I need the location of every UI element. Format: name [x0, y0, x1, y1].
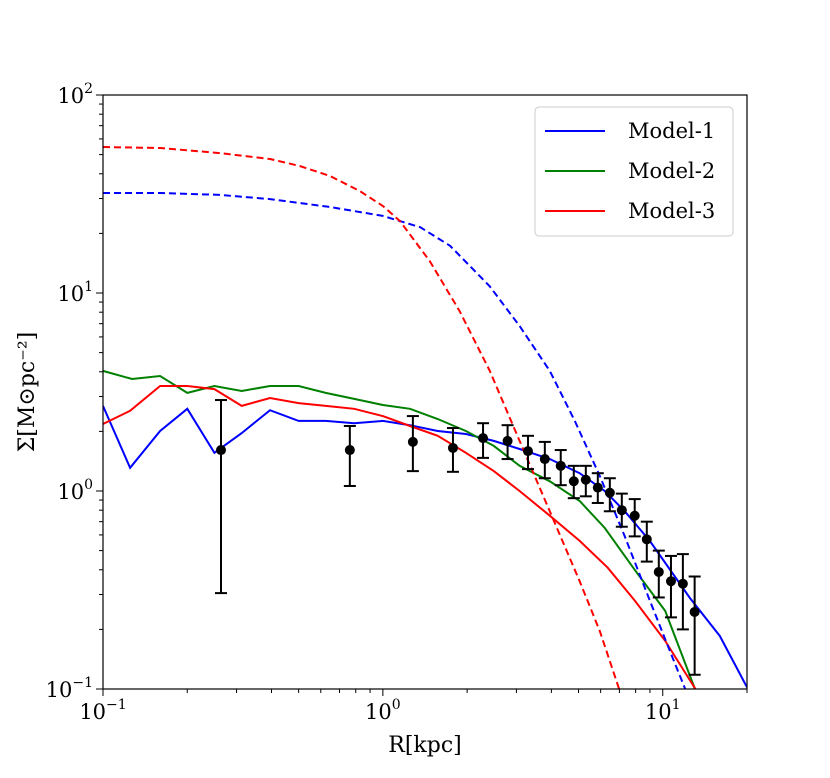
data-point	[567, 464, 580, 500]
data-marker	[539, 454, 550, 465]
data-marker	[592, 482, 603, 493]
axis-ticks	[96, 94, 748, 696]
data-point	[652, 549, 665, 599]
data-point	[538, 440, 551, 480]
x-axis-label: R[kpc]	[388, 733, 461, 758]
data-point	[628, 498, 641, 538]
data-marker	[580, 474, 591, 485]
data-point	[664, 554, 677, 619]
legend: Model-1 Model-2 Model-3	[534, 106, 734, 237]
data-marker	[665, 576, 676, 587]
data-marker	[677, 578, 688, 589]
data-marker	[215, 445, 226, 456]
data-point	[477, 422, 490, 459]
data-marker	[689, 606, 700, 617]
data-point	[676, 553, 689, 631]
data-point	[603, 477, 616, 513]
data-point	[521, 434, 534, 471]
x-tick-label: 10−1	[79, 697, 126, 724]
x-tick-label: 100	[365, 697, 401, 724]
model-3-line	[103, 385, 697, 689]
data-marker	[629, 510, 640, 521]
legend-box	[534, 106, 734, 237]
data-marker	[447, 442, 458, 453]
data-point	[343, 424, 356, 487]
data-marker	[502, 435, 513, 446]
y-tick-labels: 10−1 100 101 102	[46, 81, 93, 702]
data-point	[501, 424, 514, 461]
legend-label: Model-3	[628, 199, 715, 223]
data-point	[579, 464, 592, 498]
data-marker	[522, 446, 533, 457]
y-tick-label: 102	[57, 81, 93, 108]
plot-frame	[102, 94, 748, 690]
plot-area	[103, 146, 747, 689]
data-marker	[568, 476, 579, 487]
data-marker	[653, 566, 664, 577]
data-point	[214, 399, 227, 595]
series-4-dashed-line	[103, 192, 687, 689]
data-marker	[555, 460, 566, 471]
data-point	[446, 427, 459, 473]
data-point	[591, 472, 604, 504]
y-tick-label: 101	[57, 279, 93, 306]
series-5-dashed-line	[103, 146, 621, 689]
data-marker	[407, 436, 418, 447]
model-2-line	[103, 369, 697, 689]
observed-data	[214, 399, 701, 676]
data-marker	[604, 487, 615, 498]
data-point	[688, 575, 701, 676]
legend-label: Model-1	[628, 119, 715, 143]
data-marker	[478, 433, 489, 444]
x-tick-labels: 10−1 100 101	[79, 697, 680, 724]
data-point	[406, 415, 419, 473]
data-marker	[616, 505, 627, 516]
data-marker	[641, 534, 652, 545]
data-point	[640, 520, 653, 563]
data-point	[554, 449, 567, 487]
y-tick-label: 100	[57, 477, 93, 504]
y-axis-label: Σ[M⊙pc⁻²]	[15, 332, 40, 453]
legend-label: Model-2	[628, 159, 715, 183]
y-tick-label: 10−1	[46, 675, 93, 702]
model-1-line	[103, 405, 747, 688]
data-marker	[344, 445, 355, 456]
data-point	[615, 492, 628, 528]
x-tick-label: 101	[645, 697, 681, 724]
